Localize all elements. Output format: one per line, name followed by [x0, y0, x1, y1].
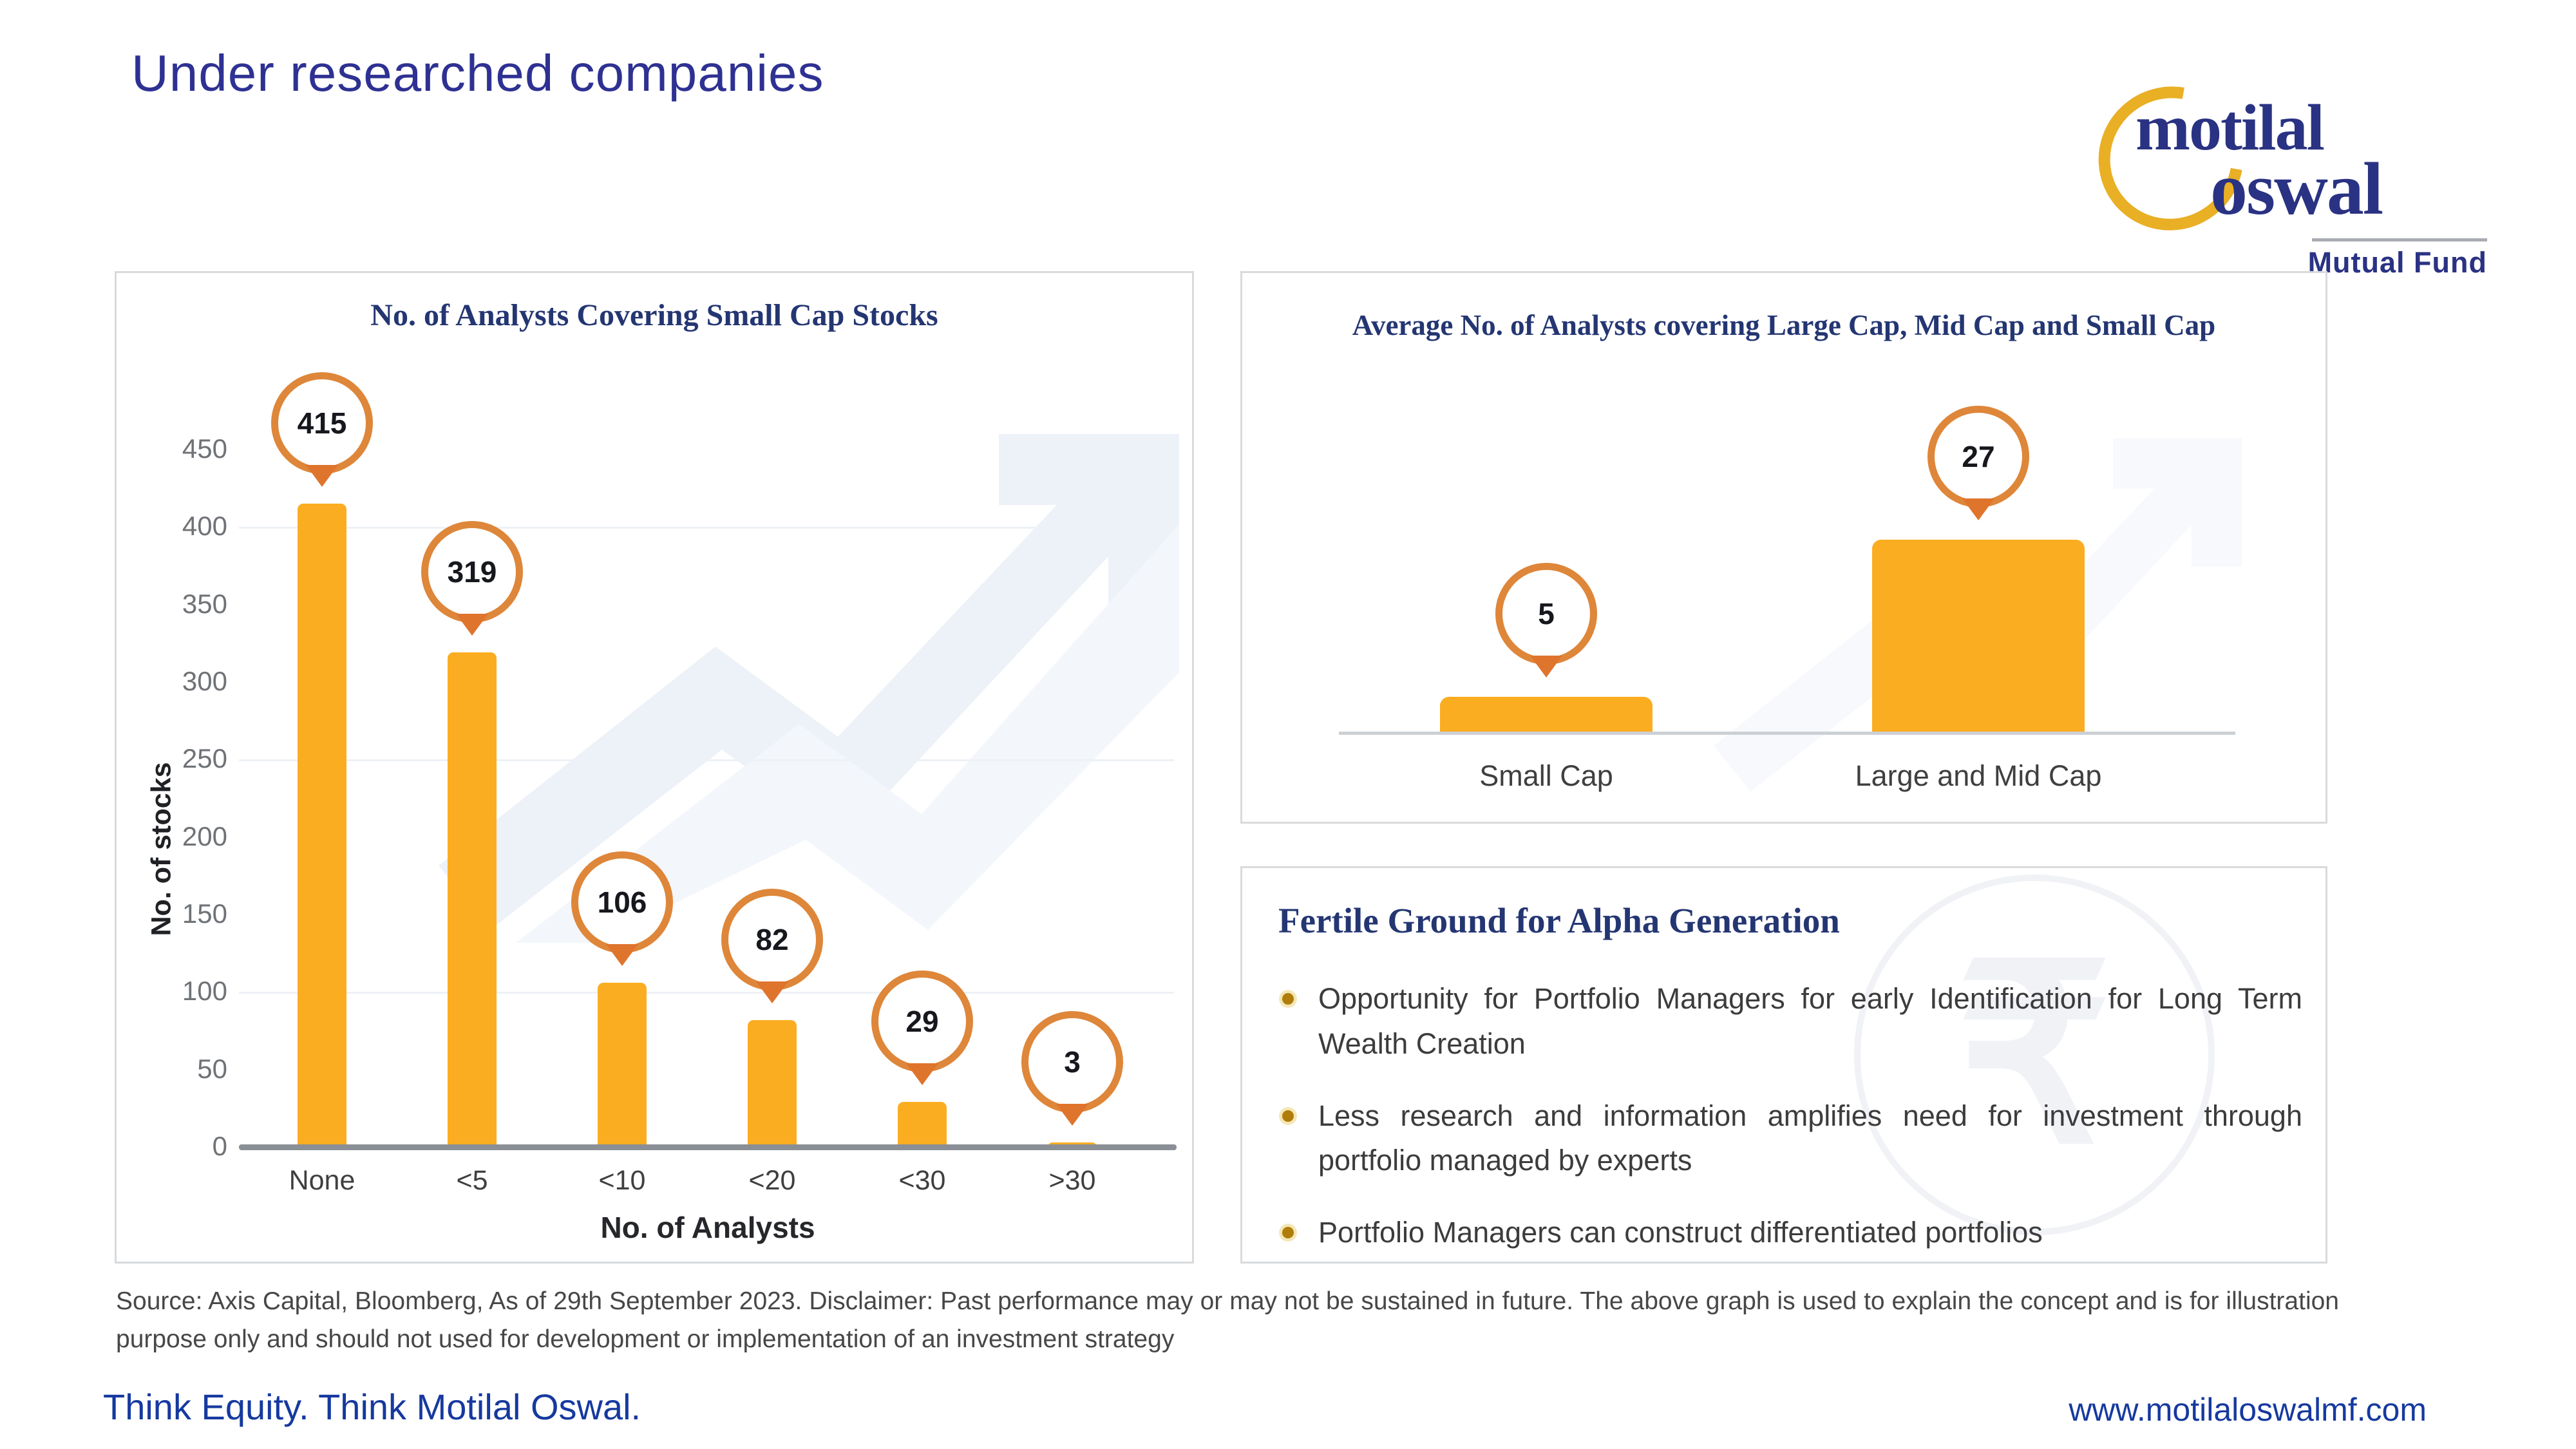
alpha-bullet: Less research and information amplifies … — [1278, 1094, 2302, 1184]
data-label-bubble: 27 — [1927, 406, 2029, 520]
growth-arrow-watermark — [439, 434, 1179, 943]
chart1-bar — [448, 652, 497, 1147]
chart1-category-label: >30 — [1048, 1165, 1096, 1196]
average-analysts-chart-panel: Average No. of Analysts covering Large C… — [1240, 271, 2327, 824]
chart2-bar — [1872, 540, 2085, 733]
chart1-category-label: <30 — [898, 1165, 946, 1196]
page-title: Under researched companies — [131, 44, 824, 102]
chart1-bar — [898, 1102, 947, 1147]
chart1-bar — [748, 1019, 797, 1147]
gridline — [239, 527, 1174, 529]
y-axis-tick-label: 50 — [197, 1053, 227, 1084]
chart1-category-label: <20 — [748, 1165, 796, 1196]
chart2-x-axis-line — [1339, 732, 2235, 735]
alpha-bullet-list: Opportunity for Portfolio Managers for e… — [1278, 976, 2302, 1262]
bullet-dot-icon — [1282, 1110, 1294, 1122]
y-axis-tick-label: 450 — [182, 433, 227, 464]
growth-arrow-watermark-2 — [1714, 438, 2242, 792]
logo-subtitle: Mutual Fund — [2307, 246, 2487, 279]
logo-word-motilal: motilal — [2136, 91, 2325, 164]
chart1-category-label: None — [289, 1165, 355, 1196]
chart2-bar — [1440, 697, 1653, 733]
chart2-category-label: Large and Mid Cap — [1855, 759, 2102, 792]
chart2-title: Average No. of Analysts covering Large C… — [1352, 309, 2216, 341]
chart1-title: No. of Analysts Covering Small Cap Stock… — [370, 298, 938, 332]
y-axis-tick-label: 200 — [182, 820, 227, 851]
bullet-dot-icon — [1282, 993, 1294, 1005]
data-label-bubble: 5 — [1495, 563, 1597, 678]
bubble-pointer-icon — [756, 981, 788, 1003]
y-axis-tick-label: 150 — [182, 898, 227, 929]
chart1-x-axis-title: No. of Analysts — [600, 1211, 815, 1244]
logo-word-oswal: oswal — [2210, 148, 2383, 231]
bubble-pointer-icon — [1530, 656, 1562, 678]
bubble-pointer-icon — [306, 465, 338, 488]
alpha-panel-heading: Fertile Ground for Alpha Generation — [1278, 901, 1840, 940]
bubble-pointer-icon — [906, 1063, 938, 1086]
motilal-oswal-logo: motilal oswal Mutual Fund — [2070, 58, 2512, 283]
y-axis-tick-label: 100 — [182, 976, 227, 1007]
chart1-x-axis-line — [239, 1144, 1177, 1150]
rupee-magnifier-watermark: ₹ — [1854, 875, 2215, 1235]
y-axis-tick-label: 250 — [182, 743, 227, 774]
gridline — [239, 759, 1174, 762]
bubble-pointer-icon — [606, 943, 638, 966]
gridline — [239, 992, 1174, 994]
bullet-dot-icon — [1282, 1227, 1294, 1238]
y-axis-tick-label: 400 — [182, 511, 227, 542]
source-disclaimer-note: Source: Axis Capital, Bloomberg, As of 2… — [116, 1287, 2339, 1353]
data-label-bubble: 3 — [1021, 1010, 1123, 1126]
footer-tagline: Think Equity. Think Motilal Oswal. — [103, 1387, 641, 1427]
data-label-bubble: 415 — [271, 372, 373, 488]
data-label-bubble: 319 — [421, 521, 523, 636]
chart2-category-label: Small Cap — [1479, 759, 1613, 792]
logo-divider — [2312, 238, 2487, 242]
bubble-pointer-icon — [1056, 1103, 1088, 1126]
chart1-category-label: <10 — [598, 1165, 646, 1196]
data-label-bubble: 29 — [871, 971, 973, 1086]
small-cap-analysts-chart-panel: No. of Analysts Covering Small Cap Stock… — [115, 271, 1194, 1264]
data-label-bubble: 82 — [721, 888, 823, 1003]
alpha-bullet: Portfolio Managers can construct differe… — [1278, 1210, 2302, 1255]
bubble-pointer-icon — [1962, 498, 1994, 520]
chart1-bar — [598, 982, 647, 1147]
data-label-bubble: 106 — [571, 851, 673, 966]
y-axis-tick-label: 300 — [182, 666, 227, 696]
chart1-category-label: <5 — [456, 1165, 488, 1196]
alpha-bullet: Opportunity for Portfolio Managers for e… — [1278, 976, 2302, 1066]
chart1-bar — [298, 504, 346, 1147]
footer-website-url: www.motilaloswalmf.com — [2069, 1392, 2427, 1428]
y-axis-tick-label: 350 — [182, 588, 227, 619]
bubble-pointer-icon — [456, 614, 488, 636]
alpha-generation-panel: ₹ Fertile Ground for Alpha Generation Op… — [1240, 866, 2327, 1264]
y-axis-tick-label: 0 — [212, 1131, 227, 1161]
